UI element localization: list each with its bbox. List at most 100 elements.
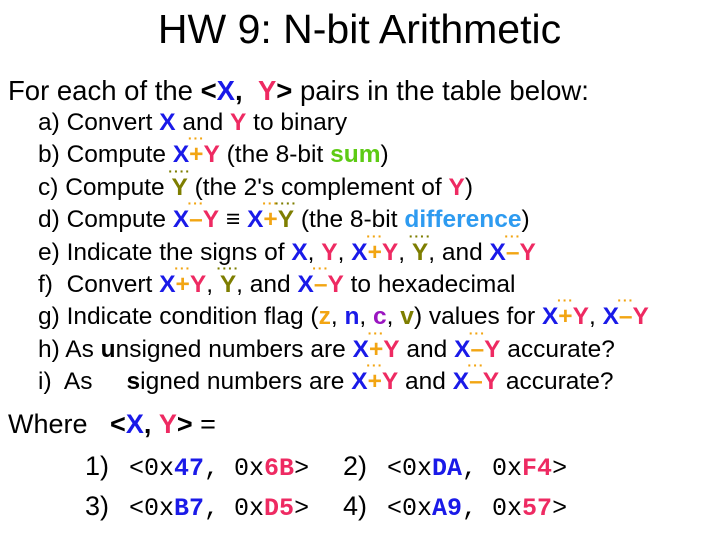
text-segment: Y xyxy=(448,173,465,201)
text-segment: v xyxy=(400,303,414,331)
text-segment: X xyxy=(352,335,369,363)
text-segment: X xyxy=(172,206,190,234)
text-segment: s xyxy=(126,368,141,396)
text-segment: X xyxy=(247,206,264,234)
pair-4: 4) <0xA9, 0x57> xyxy=(343,486,601,529)
text-segment: Y xyxy=(381,368,399,396)
text-segment: + ··· xyxy=(556,292,574,331)
overdots-mark: ··· xyxy=(556,292,574,309)
text-segment: – ··· xyxy=(468,324,486,363)
text-segment: X xyxy=(489,238,506,266)
where-line: Where <X, Y> = xyxy=(8,409,719,440)
overdots-mark: ··· xyxy=(367,324,385,341)
text-segment: Y xyxy=(189,271,207,299)
text-segment: > xyxy=(176,408,193,439)
text-segment: (the 2's complement of xyxy=(187,173,449,201)
hex-open: <0x xyxy=(129,453,175,483)
text-segment: , and xyxy=(428,238,490,266)
text-segment: X xyxy=(452,368,470,396)
text-segment: accurate? xyxy=(500,335,615,363)
text-segment: (the 8-bit xyxy=(219,141,331,169)
text-segment: X xyxy=(454,335,471,363)
hex-open: <0x xyxy=(129,493,175,523)
text-segment: , xyxy=(337,238,352,266)
text-segment: nsigned numbers are xyxy=(115,335,353,363)
item-a: a) Convert X and Y to binary xyxy=(38,107,719,139)
pair-3: 3) <0xB7, 0xD5> xyxy=(85,486,343,529)
text-segment: , xyxy=(386,303,401,331)
text-segment: difference xyxy=(404,206,522,234)
hex-x-value: A9 xyxy=(432,493,463,523)
hex-x-value: DA xyxy=(432,453,463,483)
text-segment: X xyxy=(541,303,559,331)
text-segment: h) As xyxy=(38,335,101,363)
pair-hex-value: <0xA9, 0x57> xyxy=(387,489,601,529)
item-g: g) Indicate condition flag (z, n, c, v) … xyxy=(38,292,719,333)
overdots-mark: ··· xyxy=(468,324,486,341)
hex-separator: , 0x xyxy=(204,453,265,483)
text-segment: pairs in the table below: xyxy=(292,75,589,106)
item-h: h) As unsigned numbers are X+ ··· Y and X–… xyxy=(38,324,719,366)
pair-2: 2) <0xDA, 0xF4> xyxy=(343,446,601,489)
text-segment: X xyxy=(291,238,308,266)
text-segment: + ··· xyxy=(174,260,192,299)
pairs-row-1: 1) <0x47, 0x6B> 2) <0xDA, 0xF4> xyxy=(85,446,719,486)
item-e: e) Indicate the signs of X, Y, X+ ··· Y, Y… xyxy=(38,227,719,269)
text-segment: igned numbers are xyxy=(140,368,352,396)
text-segment: Y xyxy=(158,408,177,439)
text-segment: and xyxy=(175,109,231,136)
text-segment: + ··· xyxy=(262,195,280,234)
text-segment: < xyxy=(200,75,217,106)
text-segment: , xyxy=(588,303,603,331)
text-segment: + ··· xyxy=(367,324,385,363)
text-segment: – ··· xyxy=(187,195,205,234)
overdots-mark: ··· xyxy=(366,357,384,374)
text-segment: , xyxy=(143,408,159,439)
text-segment: f) Convert xyxy=(38,271,160,299)
text-segment: c xyxy=(373,303,387,331)
pair-number: 2) xyxy=(343,450,368,481)
pair-number: 3) xyxy=(85,490,110,521)
text-segment: Y xyxy=(257,75,277,106)
text-segment: u xyxy=(100,335,116,363)
hex-open: <0x xyxy=(387,493,433,523)
text-segment: X xyxy=(602,303,619,331)
text-segment: = xyxy=(192,408,216,439)
overdots-mark: ··· xyxy=(174,260,192,277)
text-segment: + ··· xyxy=(187,130,205,169)
text-segment: , xyxy=(330,303,345,331)
text-segment: c) Compute xyxy=(38,173,172,201)
text-segment: X xyxy=(216,75,236,106)
hex-close: > xyxy=(552,453,568,483)
text-segment: Y xyxy=(327,271,344,299)
text-segment: – ··· xyxy=(504,227,522,266)
text-segment: X xyxy=(159,109,176,136)
text-segment: n xyxy=(344,303,360,331)
hex-open: <0x xyxy=(387,453,433,483)
hex-y-value: F4 xyxy=(522,453,553,483)
text-segment: + ··· xyxy=(366,357,384,396)
text-segment: X xyxy=(125,408,144,439)
hex-separator: , 0x xyxy=(462,493,523,523)
pairs-row-2: 3) <0xB7, 0xD5> 4) <0xA9, 0x57> xyxy=(85,486,719,526)
overdots-mark: ··· xyxy=(187,130,205,147)
overdots-mark: ··· xyxy=(504,227,522,244)
text-segment: Where xyxy=(8,408,111,439)
text-segment: < xyxy=(110,408,126,439)
overdots-mark: ··· xyxy=(262,195,280,212)
text-segment: g) Indicate condition flag ( xyxy=(38,303,319,331)
text-segment: , xyxy=(398,238,412,266)
text-segment: sum xyxy=(330,141,381,169)
text-segment: accurate? xyxy=(499,368,614,396)
slide-title: HW 9: N-bit Arithmetic xyxy=(157,6,562,52)
text-segment: , xyxy=(206,271,220,299)
text-segment: , xyxy=(235,75,258,106)
text-segment: X xyxy=(159,271,176,299)
text-segment: to hexadecimal xyxy=(343,271,516,299)
text-segment: a) Convert xyxy=(38,109,160,136)
text-segment: Y xyxy=(632,303,649,331)
overdots-mark: ··· xyxy=(617,292,635,309)
text-segment: Y xyxy=(202,206,220,234)
text-segment: , xyxy=(359,303,374,331)
text-segment: Y xyxy=(383,335,400,363)
